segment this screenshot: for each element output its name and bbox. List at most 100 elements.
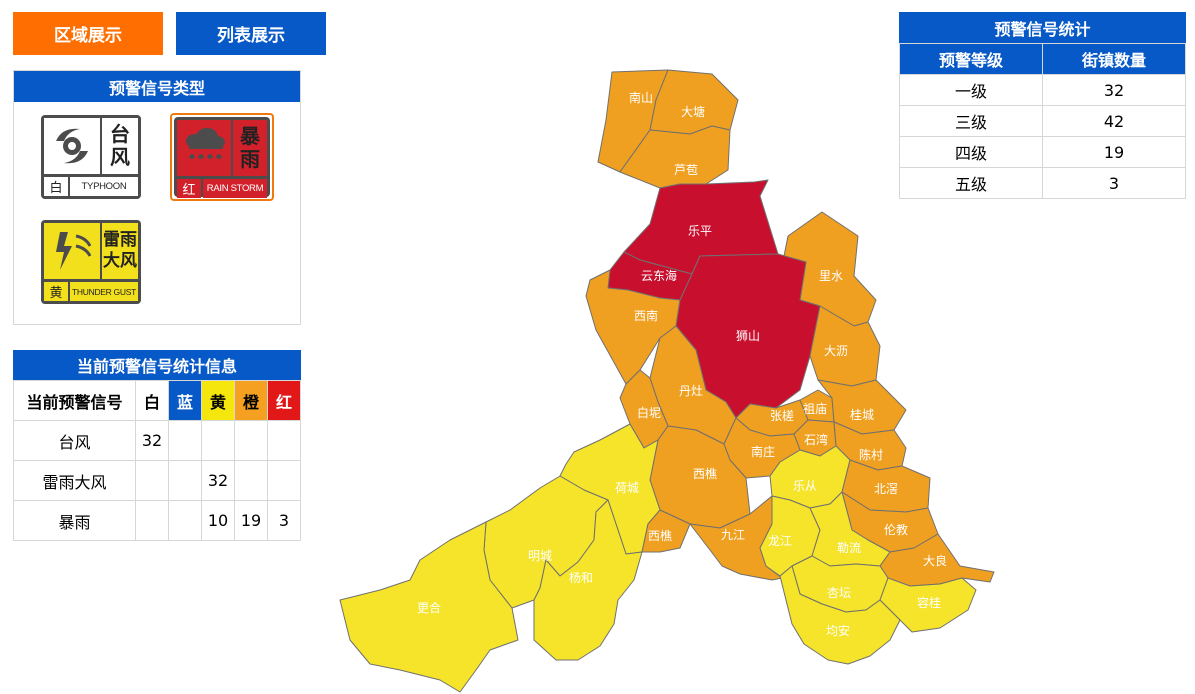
row-orange-count: 19 <box>234 500 268 541</box>
map-region[interactable] <box>533 499 643 661</box>
map-region-label: 勒流 <box>837 541 861 555</box>
table-row[interactable]: 三级 42 <box>899 105 1186 137</box>
typhoon-level: 白 <box>44 177 68 196</box>
typhoon-icon <box>44 118 100 174</box>
map-region-label: 白坭 <box>637 405 661 420</box>
row-blue-count <box>168 460 202 501</box>
warning-level-stats-panel: 预警信号统计 预警等级 街镇数量 一级 32 三级 42 四级 19 五级 3 <box>899 12 1186 199</box>
row-yellow-count <box>201 420 235 461</box>
map-region-label: 伦教 <box>884 522 908 537</box>
current-signal-stats-title: 当前预警信号统计信息 <box>13 350 301 380</box>
thunder-gust-level: 黄 <box>44 282 68 301</box>
map-region-label: 荷城 <box>615 481 639 495</box>
map-region-label: 陈村 <box>859 447 883 462</box>
map-region-label: 大沥 <box>824 344 848 358</box>
map-region-label: 丹灶 <box>679 384 703 398</box>
row-orange-count <box>234 420 268 461</box>
current-signal-stats-table: 当前预警信号 白 蓝 黄 橙 红 台风 32 雷雨大风 32 <box>13 380 301 541</box>
warning-level-stats-title: 预警信号统计 <box>899 12 1186 43</box>
warn-header-level: 预警等级 <box>899 43 1043 75</box>
warn-count: 42 <box>1042 105 1186 137</box>
row-red-count: 3 <box>267 500 301 541</box>
map-region[interactable] <box>619 125 731 189</box>
table-row[interactable]: 暴雨 10 19 3 <box>13 500 301 541</box>
map-region-label: 南庄 <box>751 444 775 459</box>
row-white-count <box>135 460 169 501</box>
map-region[interactable] <box>339 521 519 693</box>
warn-count: 32 <box>1042 74 1186 106</box>
region-warning-map: 南山大塘芦苞乐平云东海 里水西南狮山大沥丹灶白坭 张槎 祖庙 桂城石湾南庄 陈村西樵乐从北… <box>339 69 995 693</box>
map-region-label: 西樵 <box>648 528 672 543</box>
thunder-gust-icon <box>44 223 100 279</box>
tab-area-view[interactable]: 区域展示 <box>13 12 163 55</box>
map-region-label: 石湾 <box>804 432 828 447</box>
thunder-gust-name-2: 大风 <box>103 251 137 271</box>
thunder-gust-en: THUNDER GUST <box>70 282 138 301</box>
rainstorm-level: 红 <box>177 179 201 198</box>
row-yellow-count: 32 <box>201 460 235 501</box>
map-region-label: 大良 <box>923 553 947 568</box>
map-region-label: 祖庙 <box>803 401 827 416</box>
table-row[interactable]: 雷雨大风 32 <box>13 460 301 501</box>
map-region[interactable] <box>817 379 907 435</box>
map-region-label: 大塘 <box>681 104 705 119</box>
map-region-label: 龙江 <box>768 534 792 548</box>
stats-header-yellow: 黄 <box>201 380 235 421</box>
row-red-count <box>267 420 301 461</box>
rainstorm-name-1: 暴 <box>240 124 260 148</box>
map-region-label: 狮山 <box>736 329 760 343</box>
map-region-label: 容桂 <box>917 595 941 610</box>
stats-header-blue: 蓝 <box>168 380 202 421</box>
row-blue-count <box>168 420 202 461</box>
row-signal-name: 暴雨 <box>13 500 136 541</box>
map-region-label: 均安 <box>826 623 850 638</box>
map-region-label: 里水 <box>819 269 843 283</box>
warn-level: 四级 <box>899 136 1043 168</box>
table-row[interactable]: 五级 3 <box>899 167 1186 199</box>
stats-header-row: 当前预警信号 白 蓝 黄 橙 红 <box>13 380 301 421</box>
thunder-gust-name-1: 雷雨 <box>103 230 137 250</box>
map-region-label: 南山 <box>629 90 653 105</box>
typhoon-en: TYPHOON <box>70 177 138 196</box>
stats-header-orange: 橙 <box>234 380 268 421</box>
map-region-label: 明城 <box>528 549 552 563</box>
warn-header-row: 预警等级 街镇数量 <box>899 43 1186 75</box>
warn-level: 五级 <box>899 167 1043 199</box>
typhoon-signal[interactable]: 台 风 白 TYPHOON <box>41 115 141 199</box>
rainstorm-en: RAIN STORM <box>203 179 267 198</box>
warning-level-stats-table: 预警等级 街镇数量 一级 32 三级 42 四级 19 五级 3 <box>899 43 1186 199</box>
map-region-label: 北滘 <box>874 482 898 496</box>
map-region-label: 云东海 <box>641 268 677 283</box>
stats-header-signal: 当前预警信号 <box>13 380 136 421</box>
stats-header-white: 白 <box>135 380 169 421</box>
rainstorm-signal[interactable]: 暴 雨 红 RAIN STORM <box>170 113 274 201</box>
map-region-label: 九江 <box>721 528 745 542</box>
typhoon-name-1: 台 <box>110 122 130 146</box>
row-signal-name: 雷雨大风 <box>13 460 136 501</box>
tab-list-view[interactable]: 列表展示 <box>176 12 326 55</box>
row-blue-count <box>168 500 202 541</box>
signal-types-panel: 预警信号类型 台 风 白 TYPHOON <box>13 70 301 325</box>
map-region-label: 杏坛 <box>827 586 851 600</box>
row-signal-name: 台风 <box>13 420 136 461</box>
warn-count: 19 <box>1042 136 1186 168</box>
warn-header-count: 街镇数量 <box>1042 43 1186 75</box>
map-region-label: 乐从 <box>793 479 817 493</box>
typhoon-name-2: 风 <box>110 145 130 169</box>
map-region-label: 乐平 <box>688 224 712 238</box>
rainstorm-icon <box>177 120 231 176</box>
map-region-label: 杨和 <box>569 570 593 585</box>
map-region-label: 芦苞 <box>674 163 698 177</box>
map-region-label: 张槎 <box>770 408 794 423</box>
warn-level: 三级 <box>899 105 1043 137</box>
signal-types-title: 预警信号类型 <box>14 71 300 102</box>
row-yellow-count: 10 <box>201 500 235 541</box>
table-row[interactable]: 台风 32 <box>13 420 301 461</box>
thunder-gust-signal[interactable]: 雷雨 大风 黄 THUNDER GUST <box>41 220 141 304</box>
rainstorm-name-2: 雨 <box>240 147 260 171</box>
map-region[interactable] <box>779 565 901 665</box>
map-region-label: 桂城 <box>850 407 874 422</box>
row-orange-count <box>234 460 268 501</box>
row-white-count: 32 <box>135 420 169 461</box>
